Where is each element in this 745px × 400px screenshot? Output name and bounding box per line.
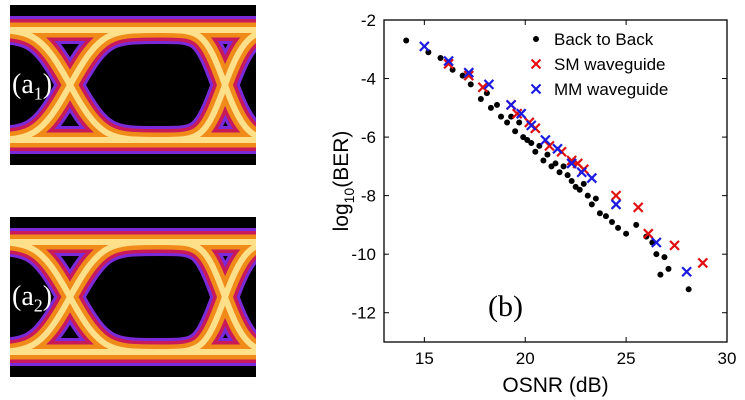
data-point-sm-waveguide	[463, 70, 475, 81]
data-point-sm-waveguide	[544, 140, 555, 152]
data-point-mm-waveguide	[419, 41, 430, 52]
data-point-back-to-back	[487, 104, 494, 111]
data-point-back-to-back	[425, 49, 432, 56]
data-point-mm-waveguide	[483, 79, 495, 90]
data-point-mm-waveguide	[610, 199, 622, 210]
series-mm-waveguide	[419, 41, 692, 278]
data-point-back-to-back	[498, 113, 505, 120]
data-point-back-to-back	[504, 119, 511, 126]
x-axis-label: OSNR (dB)	[502, 374, 608, 397]
data-point-mm-waveguide	[651, 237, 662, 248]
y-tick-label: -8	[361, 187, 376, 206]
ber-osnr-chart: 15 20 25 30 -2 -4 -6 -8 -10 -12 OSNR (dB) log10(B…	[330, 11, 736, 397]
data-point-back-to-back	[685, 286, 692, 293]
data-point-back-to-back	[608, 218, 615, 225]
data-point-back-to-back	[665, 265, 672, 272]
y-tick-label: -12	[351, 304, 376, 323]
x-tick-label: 20	[516, 349, 535, 368]
data-point-mm-waveguide	[552, 143, 563, 155]
y-tick-label: -6	[361, 128, 376, 147]
eye-diagram-a1: (a1)	[10, 5, 256, 165]
data-point-back-to-back	[532, 148, 539, 155]
data-point-back-to-back	[544, 151, 551, 158]
x-tick-label: 15	[415, 349, 434, 368]
data-point-back-to-back	[512, 128, 519, 135]
data-point-sm-waveguide	[443, 58, 454, 70]
data-point-sm-waveguide	[697, 257, 709, 269]
eye-traces	[10, 227, 256, 367]
data-point-mm-waveguide	[566, 158, 577, 169]
data-point-mm-waveguide	[526, 120, 537, 131]
data-point-back-to-back	[596, 210, 603, 217]
eye-traces	[10, 15, 256, 155]
data-point-back-to-back	[602, 213, 609, 220]
y-tick-label: -10	[351, 245, 376, 264]
data-point-back-to-back	[661, 254, 668, 261]
data-point-back-to-back	[528, 139, 535, 146]
x-tick-label: 25	[617, 349, 636, 368]
x-tick-label: 30	[718, 349, 737, 368]
eye-diagram-a1-image	[10, 15, 256, 155]
data-point-sm-waveguide	[610, 190, 622, 201]
data-point-mm-waveguide	[540, 134, 551, 146]
legend-entry-label: Back to Back	[554, 30, 654, 49]
data-point-mm-waveguide	[463, 67, 475, 78]
data-point-sm-waveguide	[566, 155, 577, 166]
data-point-mm-waveguide	[443, 55, 454, 67]
eye-diagram-a2: (a2)	[10, 217, 256, 377]
legend: Back to Back SM waveguide MM waveguide	[530, 30, 668, 99]
data-point-back-to-back	[493, 101, 500, 108]
data-point-back-to-back	[449, 66, 456, 73]
data-point-back-to-back	[580, 180, 587, 187]
data-point-mm-waveguide	[681, 266, 692, 278]
data-point-back-to-back	[584, 192, 591, 199]
data-point-mm-waveguide	[576, 166, 588, 178]
legend-marker-back-to-back	[533, 36, 539, 42]
data-point-back-to-back	[556, 169, 563, 176]
data-point-back-to-back	[483, 90, 490, 97]
data-point-sm-waveguide	[632, 202, 644, 213]
data-point-back-to-back	[588, 201, 595, 208]
eye-diagram-a2-label: (a2)	[12, 281, 53, 316]
legend-marker-sm-waveguide	[530, 58, 542, 70]
data-point-back-to-back	[564, 172, 571, 179]
data-point-back-to-back	[576, 186, 583, 193]
data-point-back-to-back	[568, 178, 575, 184]
data-point-mm-waveguide	[515, 108, 527, 119]
series-back-to-back	[403, 37, 692, 293]
data-point-back-to-back	[477, 96, 484, 103]
legend-marker-mm-waveguide	[530, 83, 542, 95]
data-point-back-to-back	[552, 160, 559, 167]
legend-entry-label: MM waveguide	[554, 80, 668, 99]
data-point-back-to-back	[403, 37, 410, 44]
data-point-back-to-back	[540, 157, 547, 164]
panel-label-b: (b)	[488, 290, 523, 323]
data-point-sm-waveguide	[477, 82, 489, 93]
data-point-back-to-back	[516, 119, 523, 126]
axis-ticks: 15 20 25 30 -2 -4 -6 -8 -10 -12	[351, 11, 736, 368]
data-point-back-to-back	[653, 251, 660, 258]
data-point-back-to-back	[560, 163, 567, 170]
data-point-back-to-back	[592, 195, 599, 202]
data-point-back-to-back	[623, 230, 630, 237]
data-point-back-to-back	[615, 224, 622, 231]
data-point-mm-waveguide	[505, 99, 517, 111]
data-point-sm-waveguide	[643, 228, 654, 239]
data-points	[403, 37, 709, 293]
data-point-back-to-back	[437, 55, 444, 62]
data-point-mm-waveguide	[586, 172, 598, 184]
data-point-back-to-back	[657, 271, 664, 278]
eye-diagram-a1-label: (a1)	[12, 69, 53, 104]
data-point-sm-waveguide	[669, 240, 680, 251]
data-point-back-to-back	[467, 81, 474, 88]
y-tick-label: -4	[361, 70, 376, 89]
eye-diagram-a2-image	[10, 227, 256, 367]
plot-area-frame	[383, 19, 728, 343]
data-point-back-to-back	[633, 221, 640, 228]
y-axis-label: log10(BER)	[330, 131, 357, 232]
legend-entry-label: SM waveguide	[554, 55, 666, 74]
data-point-sm-waveguide	[511, 108, 523, 119]
y-tick-label: -2	[361, 11, 376, 30]
